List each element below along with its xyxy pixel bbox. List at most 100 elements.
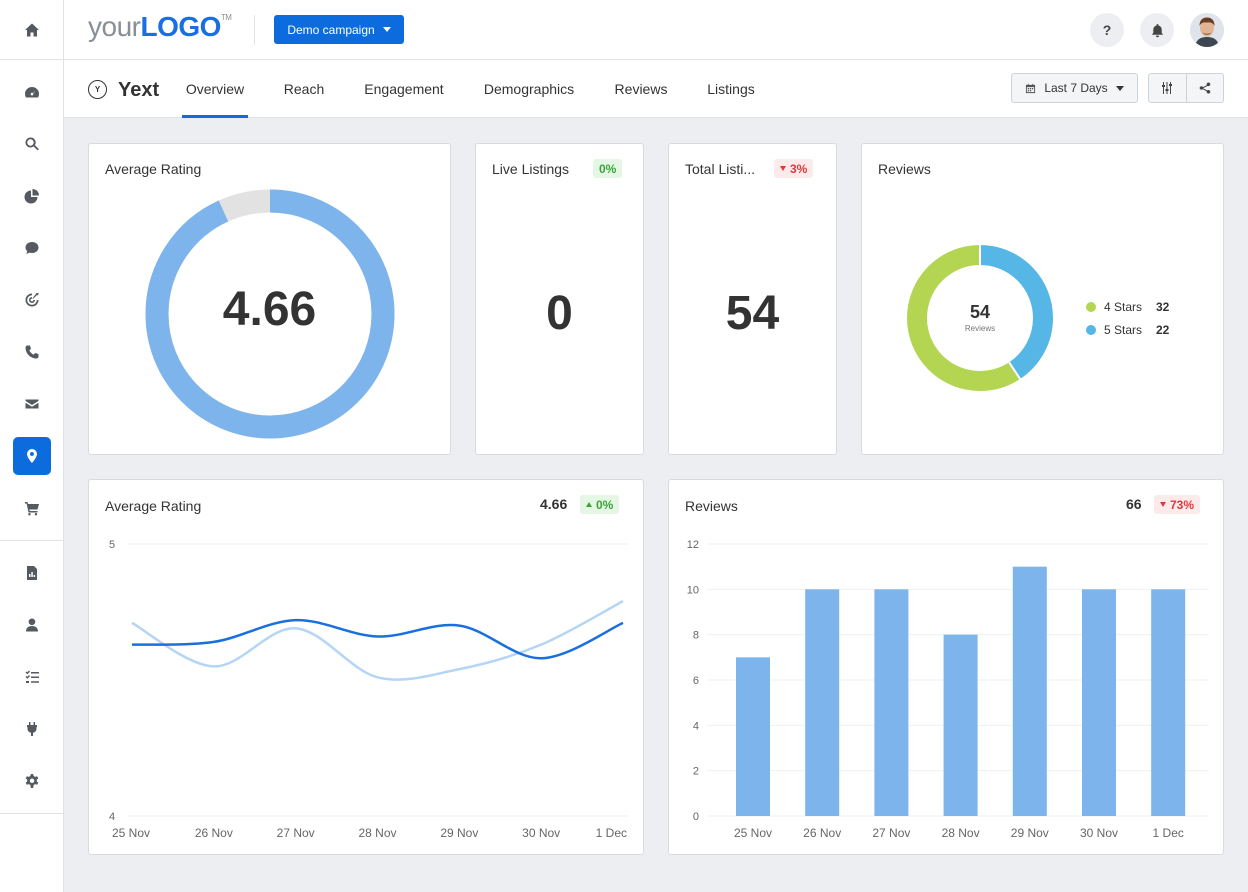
sidebar-item-search[interactable] — [0, 118, 64, 170]
calendar-icon — [1026, 83, 1036, 93]
help-icon: ? — [1102, 22, 1112, 38]
card-title: Average Rating — [105, 161, 202, 177]
tab-reviews[interactable]: Reviews — [614, 81, 668, 97]
legend-dot — [1086, 325, 1096, 335]
rating-trend-value: 4.66 — [540, 496, 568, 512]
sidebar-item-social[interactable] — [0, 222, 64, 274]
y-tick-label: 0 — [693, 811, 699, 823]
reviews-bar-chart: 0 2 4 6 8 10 12 25 Nov 26 Nov 27 Nov 28 Nov 29 Nov 3… — [687, 539, 1209, 840]
x-tick-label: 25 Nov — [734, 826, 772, 840]
x-tick-label: 30 Nov — [522, 826, 560, 840]
sidebar-item-tasks[interactable] — [0, 651, 64, 703]
bar-1-dec[interactable] — [1151, 589, 1186, 816]
legend-item-5-stars[interactable]: 5 Stars 22 — [1086, 323, 1169, 337]
bar-29-nov[interactable] — [1012, 566, 1047, 816]
change-badge: 3% — [774, 159, 814, 178]
change-value: 3% — [790, 161, 808, 176]
sidebar-group-channels — [0, 60, 63, 541]
card-title: Total Listi... — [685, 161, 756, 177]
tab-demographics[interactable]: Demographics — [483, 81, 575, 97]
logo-trademark: TM — [220, 13, 232, 22]
x-tick-label: 27 Nov — [872, 826, 910, 840]
bar-27-nov[interactable] — [874, 589, 909, 816]
share-icon — [1199, 82, 1210, 94]
reviews-trend-value: 66 — [1126, 496, 1142, 512]
date-range-selector[interactable]: Last 7 Days — [1011, 73, 1138, 103]
customize-button[interactable] — [1149, 74, 1186, 102]
total-listings-card: Total Listi... 3% 54 — [668, 143, 837, 455]
sidebar-group-tools — [0, 541, 63, 814]
report-icon — [27, 566, 37, 580]
change-value: 0% — [596, 497, 614, 512]
toolbar-actions — [1148, 73, 1224, 103]
sidebar-item-integrations[interactable] — [0, 703, 64, 755]
pie-chart-icon — [24, 189, 39, 204]
tab-listings[interactable]: Listings — [707, 81, 755, 97]
sidebar-item-ecommerce[interactable] — [0, 482, 64, 534]
sidebar-item-email[interactable] — [0, 378, 64, 430]
share-button[interactable] — [1185, 74, 1224, 102]
bar-26-nov[interactable] — [805, 589, 840, 816]
y-tick-label: 2 — [693, 766, 699, 778]
cart-icon — [25, 502, 39, 516]
average-rating-card: Average Rating 4.66 — [88, 143, 451, 455]
sidebar-item-settings[interactable] — [0, 755, 64, 807]
legend-dot — [1086, 302, 1096, 312]
tasks-icon — [25, 670, 39, 683]
top-header: yourLOGOTM Demo campaign ? — [64, 0, 1248, 60]
live-listings-value: 0 — [546, 287, 573, 340]
help-button[interactable]: ? — [1090, 13, 1124, 47]
user-avatar[interactable] — [1190, 13, 1224, 47]
tab-overview[interactable]: Overview — [182, 60, 248, 118]
target-icon — [25, 293, 39, 307]
average-rating-ring — [145, 189, 395, 439]
yext-logo-icon: Y — [88, 80, 107, 99]
legend-item-4-stars[interactable]: 4 Stars 32 — [1086, 300, 1169, 314]
card-title: Average Rating — [105, 498, 202, 514]
sidebar-item-calls[interactable] — [0, 326, 64, 378]
sidebar-item-seo[interactable] — [0, 274, 64, 326]
tab-reach[interactable]: Reach — [283, 81, 325, 97]
chat-icon — [25, 242, 39, 254]
x-tick-label: 29 Nov — [1011, 826, 1049, 840]
sidebar-item-dashboard[interactable] — [0, 66, 64, 118]
dashboard-icon — [25, 87, 39, 98]
sliders-icon — [1162, 82, 1173, 94]
sidebar-item-listings[interactable] — [0, 430, 64, 482]
gear-icon — [25, 774, 39, 788]
average-rating-value: 4.66 — [222, 283, 317, 336]
x-tick-label: 26 Nov — [803, 826, 841, 840]
series-line-current — [131, 618, 624, 660]
legend-value: 22 — [1156, 323, 1170, 337]
card-title: Reviews — [878, 161, 931, 177]
legend-value: 32 — [1156, 300, 1170, 314]
home-icon — [24, 23, 39, 36]
arrow-up-icon — [586, 502, 592, 507]
location-pin-icon — [27, 449, 37, 463]
brand-logo[interactable]: yourLOGOTM — [88, 11, 232, 43]
change-badge: 73% — [1154, 495, 1201, 514]
sidebar-item-analytics[interactable] — [0, 170, 64, 222]
header-divider — [254, 15, 255, 45]
sidebar-item-reports[interactable] — [0, 547, 64, 599]
bar-28-nov[interactable] — [943, 634, 978, 816]
donut-total: 54 — [970, 302, 990, 322]
avatar-image — [1190, 13, 1224, 47]
sidebar-item-users[interactable] — [0, 599, 64, 651]
bar-25-nov[interactable] — [736, 657, 770, 816]
chevron-down-icon — [382, 27, 391, 32]
x-tick-label: 25 Nov — [112, 826, 150, 840]
x-tick-label: 26 Nov — [195, 826, 233, 840]
mail-icon — [25, 399, 39, 409]
date-range-label: Last 7 Days — [1044, 81, 1108, 95]
bar-30-nov[interactable] — [1082, 589, 1116, 816]
tab-engagement[interactable]: Engagement — [364, 81, 444, 97]
card-title: Reviews — [685, 498, 738, 514]
phone-icon — [25, 345, 39, 359]
sidebar-item-home[interactable] — [0, 0, 63, 60]
campaign-selector[interactable]: Demo campaign — [274, 15, 404, 44]
donut-sublabel: Reviews — [965, 324, 995, 333]
logo-text-brand: LOGO — [140, 11, 221, 42]
y-tick-label: 4 — [693, 720, 699, 732]
notifications-button[interactable] — [1140, 13, 1174, 47]
